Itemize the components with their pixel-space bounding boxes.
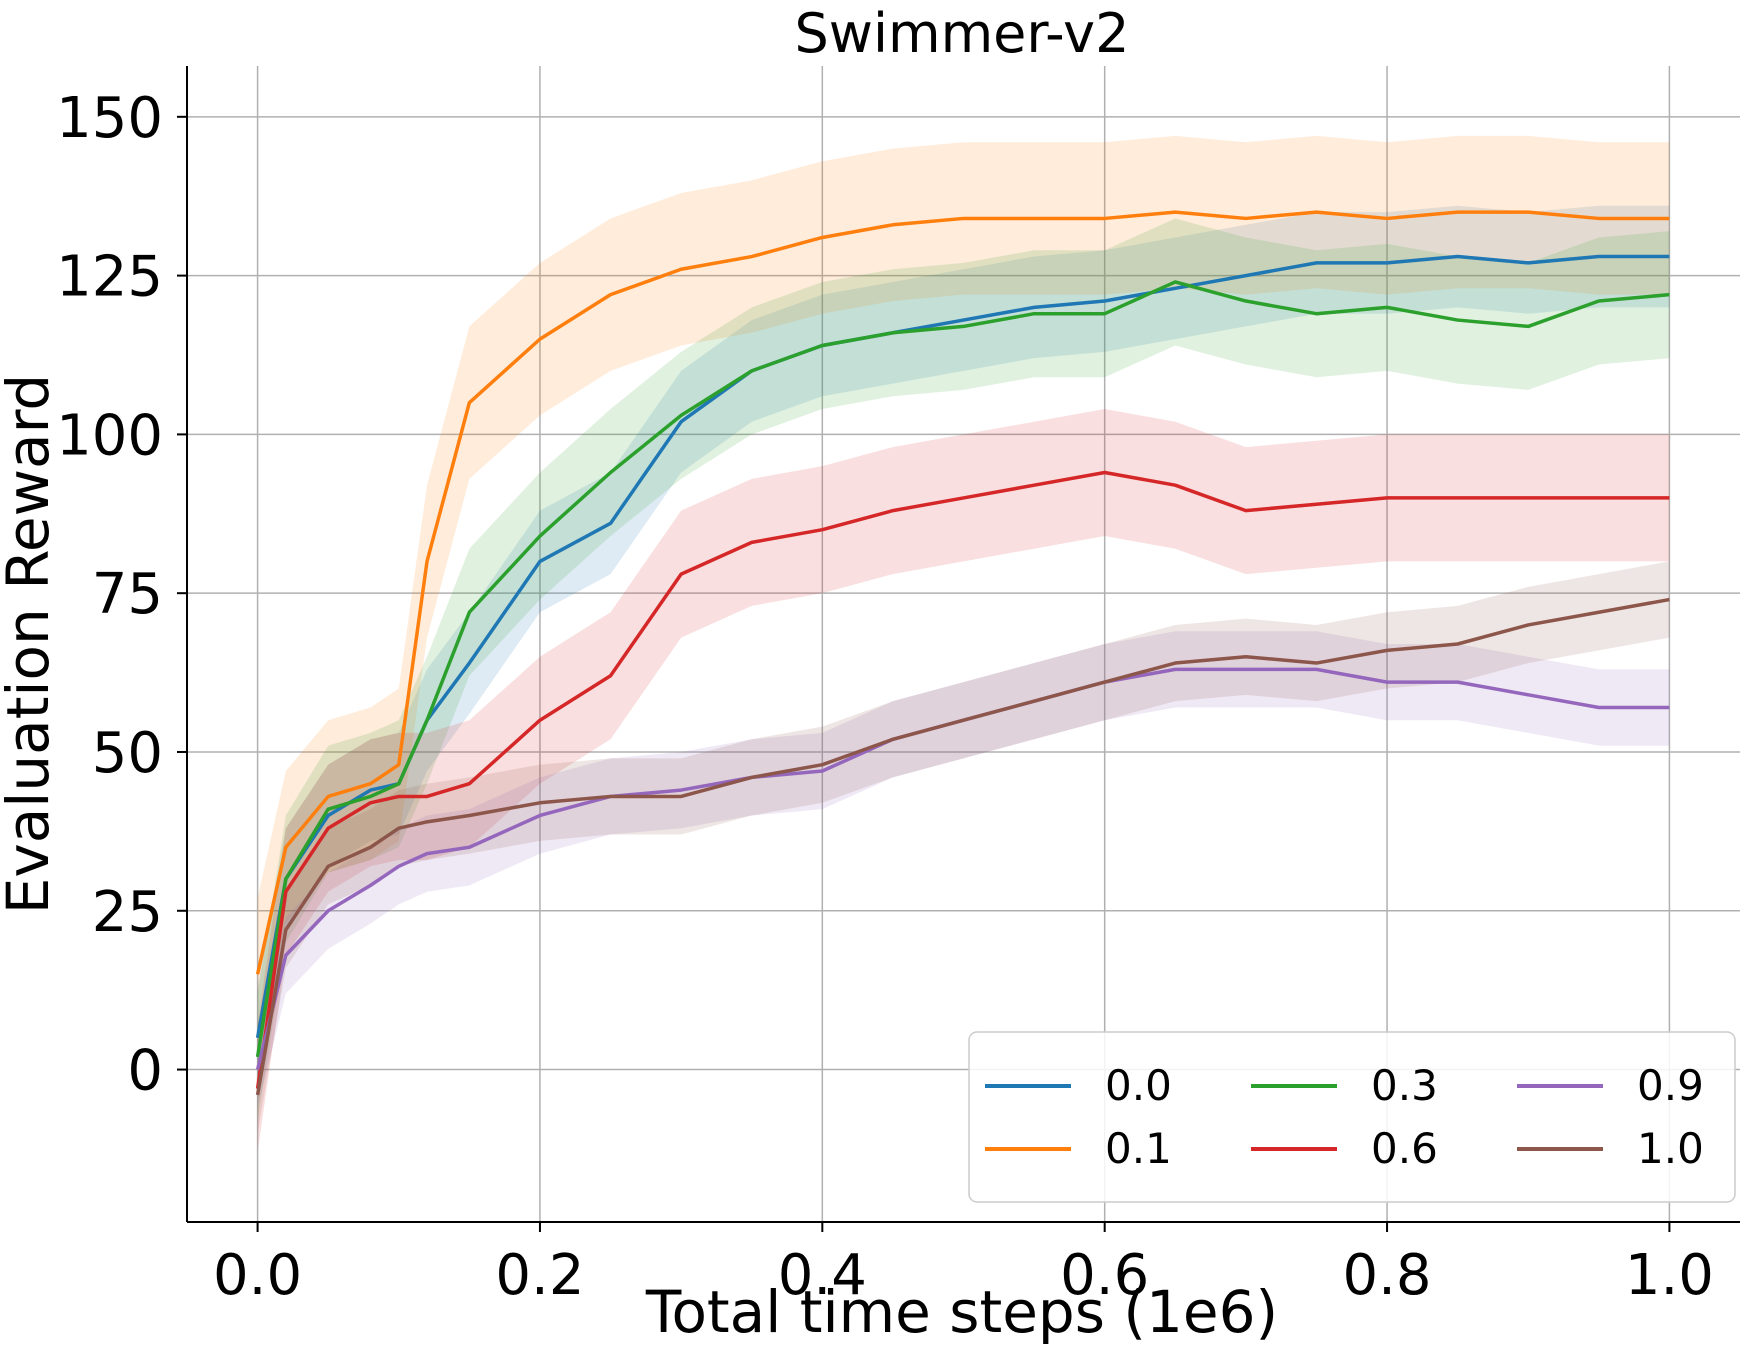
band-0.6 (257, 408, 1670, 1153)
legend-frame (968, 1031, 1736, 1203)
grid (187, 66, 1740, 1222)
legend-label-0.1: 0.1 (1105, 1124, 1172, 1173)
x-tick-label-3: 0.6 (1060, 1243, 1149, 1308)
x-tick-label-4: 0.8 (1343, 1243, 1432, 1308)
series-line-1.0 (255, 597, 1670, 1096)
x-ticks: 0.0 0.2 0.4 0.6 0.8 1.0 (213, 1222, 1714, 1308)
x-tick-label-2: 0.4 (778, 1243, 867, 1308)
band-0.3 (257, 218, 1670, 1121)
series-line-0.3 (255, 280, 1670, 1058)
confidence-bands (257, 135, 1670, 1153)
y-tick-label-5: 125 (56, 245, 163, 310)
y-tick-label-3: 75 (92, 562, 163, 627)
legend-label-0.9: 0.9 (1637, 1061, 1704, 1110)
y-ticks: 0 25 50 75 100 125 150 (56, 86, 187, 1104)
y-tick-label-0: 0 (127, 1039, 163, 1104)
legend-label-0.6: 0.6 (1371, 1124, 1438, 1173)
legend-label-0.0: 0.0 (1105, 1061, 1172, 1110)
x-tick-label-5: 1.0 (1625, 1243, 1714, 1308)
legend-label-0.3: 0.3 (1371, 1061, 1438, 1110)
series-line-0.6 (255, 470, 1670, 1089)
band-0.9 (257, 631, 1670, 1108)
band-0.1 (257, 135, 1670, 1051)
legend-label-1.0: 1.0 (1637, 1124, 1704, 1173)
x-axis-label: Total time steps (1e6) (645, 1278, 1278, 1346)
series-line-0.9 (255, 667, 1670, 1070)
y-tick-label-2: 50 (92, 721, 163, 786)
y-tick-label-1: 25 (92, 880, 163, 945)
axes (186, 66, 1740, 1223)
band-0.0 (257, 205, 1670, 1089)
legend: 0.0 0.1 0.3 0.6 0.9 1.0 (968, 1031, 1736, 1203)
y-axis-label: Evaluation Reward (0, 374, 62, 914)
x-tick-label-1: 0.2 (495, 1243, 584, 1308)
series-line-0.1 (255, 210, 1670, 975)
band-1.0 (257, 561, 1670, 1134)
y-tick-label-4: 100 (56, 403, 163, 468)
y-tick-label-6: 150 (56, 86, 163, 151)
series-lines (255, 210, 1670, 1096)
x-tick-label-0: 0.0 (213, 1243, 302, 1308)
chart-title: Swimmer-v2 (795, 2, 1130, 65)
